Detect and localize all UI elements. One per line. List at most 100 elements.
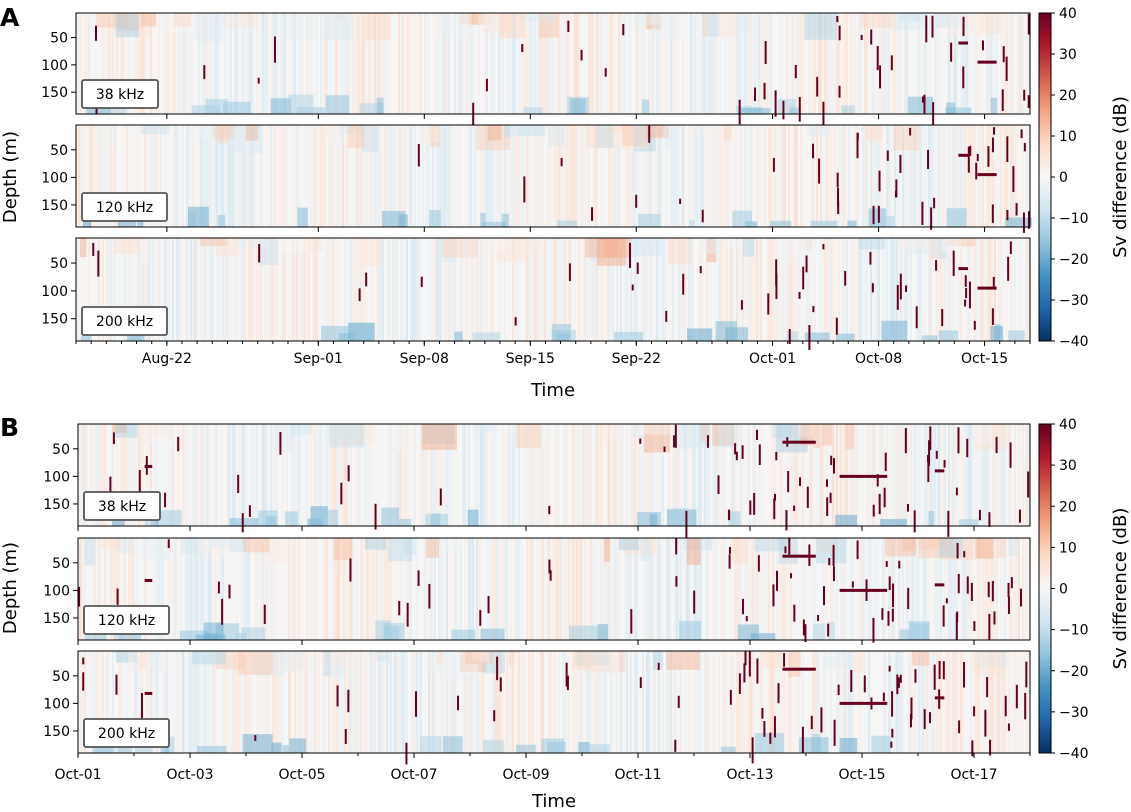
heatmap-column: [930, 424, 932, 526]
heatmap-column: [628, 651, 630, 753]
heatmap-column: [716, 424, 718, 526]
heatmap-column: [304, 13, 306, 114]
heatmap-column: [912, 125, 914, 227]
heatmap-column: [902, 651, 904, 753]
heatmap-column: [766, 125, 768, 227]
heatmap-column: [292, 125, 294, 227]
heatmap-column: [656, 125, 658, 227]
surface-patch: [376, 651, 390, 662]
heatmap-column: [592, 125, 594, 227]
heatmap-column: [686, 238, 688, 341]
heatmap-column: [298, 424, 300, 526]
heatmap-column: [740, 424, 742, 526]
heatmap-column: [270, 424, 272, 526]
spike-mark: [741, 598, 744, 615]
heatmap-column: [172, 13, 174, 114]
heatmap-column: [722, 125, 724, 227]
heatmap-column: [790, 125, 792, 227]
heatmap-column: [616, 13, 618, 114]
surface-patch: [137, 424, 173, 439]
spike-mark: [743, 663, 746, 683]
heatmap-column: [208, 13, 210, 114]
heatmap-column: [156, 13, 158, 114]
heatmap-column: [152, 538, 154, 640]
heatmap-column: [160, 125, 162, 227]
heatmap-column: [474, 538, 476, 640]
spike-mark: [1023, 142, 1026, 152]
spike-mark: [957, 427, 960, 454]
heatmap-column: [536, 424, 538, 526]
heatmap-column: [256, 538, 258, 640]
heatmap-column: [570, 13, 572, 114]
heatmap-column: [606, 538, 608, 640]
spike-mark: [1010, 577, 1013, 589]
heatmap-column: [510, 424, 512, 526]
heatmap-column: [988, 424, 990, 526]
heatmap-column: [318, 651, 320, 753]
x-tick-label: Oct-01: [54, 767, 101, 783]
heatmap-column: [96, 13, 98, 114]
heatmap-column: [988, 651, 990, 753]
heatmap-column: [448, 651, 450, 753]
heatmap-column: [236, 651, 238, 753]
heatmap-column: [784, 13, 786, 114]
heatmap-column: [596, 125, 598, 227]
heatmap-column: [454, 13, 456, 114]
heatmap-column: [716, 125, 718, 227]
heatmap-column: [922, 424, 924, 526]
heatmap-column: [496, 238, 498, 341]
heatmap-column: [536, 13, 538, 114]
heatmap-column: [894, 651, 896, 753]
heatmap-column: [760, 424, 762, 526]
heatmap-column: [952, 424, 954, 526]
heatmap-column: [280, 538, 282, 640]
heatmap-column: [132, 13, 134, 114]
heatmap-column: [732, 651, 734, 753]
heatmap-column: [256, 125, 258, 227]
heatmap-column: [684, 238, 686, 341]
heatmap-column: [786, 125, 788, 227]
heatmap-column: [564, 424, 566, 526]
heatmap-column: [148, 238, 150, 341]
heatmap-column: [592, 13, 594, 114]
heatmap-column: [756, 125, 758, 227]
heatmap-column: [804, 538, 806, 640]
heatmap-column: [274, 238, 276, 341]
surface-patch: [845, 424, 855, 450]
heatmap-column: [560, 424, 562, 526]
y-tick-label: 100: [41, 58, 68, 74]
heatmap-column: [610, 424, 612, 526]
heatmap-column: [144, 651, 146, 753]
heatmap-column: [350, 125, 352, 227]
heatmap-column: [154, 651, 156, 753]
heatmap-column: [552, 125, 554, 227]
heatmap-column: [778, 13, 780, 114]
heatmap-column: [86, 13, 88, 114]
heatmap-column: [728, 125, 730, 227]
heatmap-column: [374, 538, 376, 640]
heatmap-column: [536, 238, 538, 341]
heatmap-column: [574, 13, 576, 114]
heatmap-column: [688, 424, 690, 526]
heatmap-column: [428, 125, 430, 227]
bottom-patch: [557, 220, 578, 227]
heatmap-column: [190, 13, 192, 114]
heatmap-column: [320, 238, 322, 341]
heatmap-column: [932, 538, 934, 640]
heatmap-column: [758, 538, 760, 640]
heatmap-column: [332, 651, 334, 753]
heatmap-column: [366, 651, 368, 753]
heatmap-column: [872, 125, 874, 227]
heatmap-column: [524, 651, 526, 753]
heatmap-column: [642, 424, 644, 526]
heatmap-column: [444, 651, 446, 753]
heatmap-column: [502, 538, 504, 640]
heatmap-column: [136, 651, 138, 753]
heatmap-column: [770, 125, 772, 227]
heatmap-column: [792, 538, 794, 640]
heatmap-column: [576, 538, 578, 640]
spike-mark: [942, 661, 945, 680]
heatmap-column: [782, 125, 784, 227]
heatmap-column: [838, 13, 840, 114]
heatmap-column: [936, 238, 938, 341]
